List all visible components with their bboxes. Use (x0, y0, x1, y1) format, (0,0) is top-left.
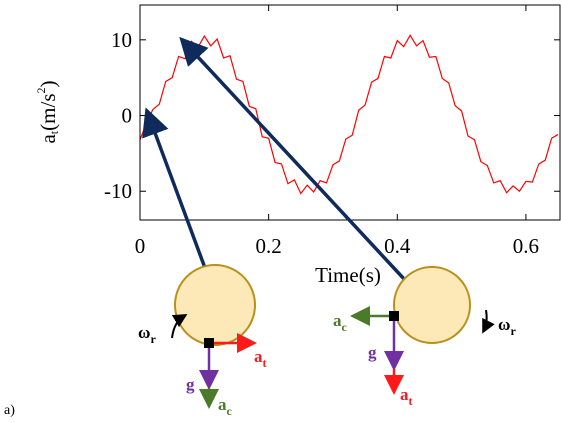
omega-label: ωr (138, 323, 156, 346)
pointer-arrow (179, 36, 407, 282)
y-label-part: t (47, 130, 61, 134)
point (204, 338, 214, 348)
axes: -10 0 10 0 0.2 0.4 0.6 (104, 4, 561, 258)
label-part: r (150, 332, 156, 346)
omega-label: ωr (498, 315, 516, 338)
rotation-arrow (171, 313, 188, 339)
right-diagram: ωr ac g at (179, 36, 516, 408)
label-part: a (254, 347, 263, 366)
ac-label: ac (218, 395, 233, 418)
x-tick-label: 0.2 (256, 234, 282, 258)
wheel (393, 266, 471, 344)
y-label-part: 2 (34, 87, 48, 93)
y-label-part: (m/s (36, 93, 60, 130)
wheel (174, 264, 256, 346)
label-part: a (400, 385, 409, 404)
x-tick-label: 0.4 (384, 234, 411, 258)
panel-label: a) (4, 403, 15, 418)
y-label-part: ) (36, 80, 60, 87)
label-part: t (263, 356, 267, 370)
pointer-arrow (142, 107, 207, 269)
rotation-arrow (482, 309, 495, 334)
y-tick-label: 0 (122, 104, 133, 128)
label-part: r (510, 324, 516, 338)
g-label: g (368, 343, 377, 362)
y-tick-label: -10 (104, 179, 132, 203)
label-part: t (409, 394, 413, 408)
at-label: at (400, 385, 413, 408)
label-part: ω (138, 323, 150, 342)
x-tick-label: 0.6 (513, 234, 539, 258)
label-part: c (342, 320, 348, 334)
g-label: g (186, 375, 195, 394)
label-part: ω (498, 315, 510, 334)
at-label: at (254, 347, 267, 370)
label-part: a (333, 311, 342, 330)
point (389, 311, 399, 321)
y-label-part: a (36, 134, 60, 144)
data-line (140, 34, 559, 195)
x-axis-label: Time(s) (315, 263, 381, 287)
left-diagram: ωr at g ac (138, 107, 267, 418)
y-tick-label: 10 (111, 28, 132, 52)
ac-label: ac (333, 311, 348, 334)
y-axis-label: at(m/s2) (34, 80, 61, 143)
label-part: c (227, 404, 233, 418)
label-part: a (218, 395, 227, 414)
x-tick-label: 0 (135, 234, 146, 258)
